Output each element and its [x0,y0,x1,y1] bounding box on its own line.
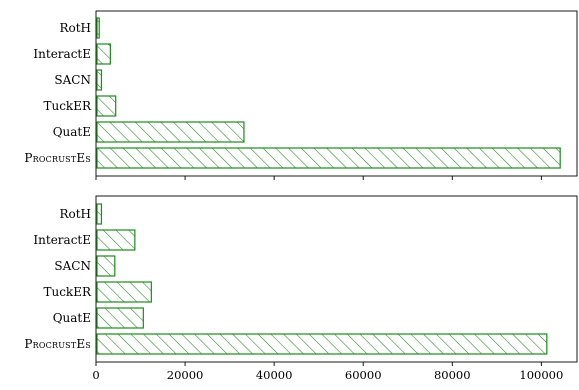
category-label: TuckER [43,99,91,113]
bar-interacte [96,43,111,65]
plot-frame [95,195,578,363]
category-label: InteractE [33,233,91,247]
category-label: SACN [54,259,91,273]
bottom-panel: RotH InteractE SACN TuckER QuatE ProcrustEs 0 2… [24,195,578,382]
top-panel: RotH InteractE SACN TuckER QuatE ProcrustEs [24,10,578,180]
bar-interacte [96,229,136,251]
bar-sacn [96,255,116,277]
category-label: InteractE [33,47,91,61]
bar-quate [96,307,144,329]
x-tick-label: 20000 [167,368,204,382]
bar-procrustes [96,333,548,355]
category-label: RotH [59,21,91,35]
category-label: RotH [59,207,91,221]
bar-quate [96,121,245,143]
category-label: SACN [54,73,91,87]
x-tick-label: 0 [92,368,99,382]
plot-frame [95,10,578,177]
category-label: ProcrustEs [24,151,91,165]
x-tick-label: 60000 [345,368,382,382]
bar-sacn [96,69,103,91]
bar-roth [96,203,103,225]
bar-tucker [96,95,117,117]
category-label: TuckER [43,285,91,299]
x-tick-label: 40000 [256,368,293,382]
category-label: QuatE [53,125,91,139]
category-label: ProcrustEs [24,337,91,351]
category-label: QuatE [53,311,91,325]
x-tick-label: 100000 [519,368,563,382]
bar-procrustes [96,147,561,169]
bar-tucker [96,281,152,303]
x-tick-label: 80000 [434,368,471,382]
bar-roth [96,17,100,39]
